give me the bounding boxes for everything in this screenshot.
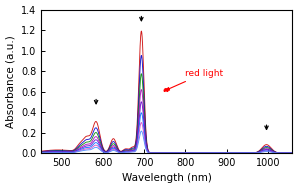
X-axis label: Wavelength (nm): Wavelength (nm) — [122, 174, 212, 184]
Text: red light: red light — [167, 69, 224, 90]
Y-axis label: Absorbance (a.u.): Absorbance (a.u.) — [6, 35, 15, 128]
